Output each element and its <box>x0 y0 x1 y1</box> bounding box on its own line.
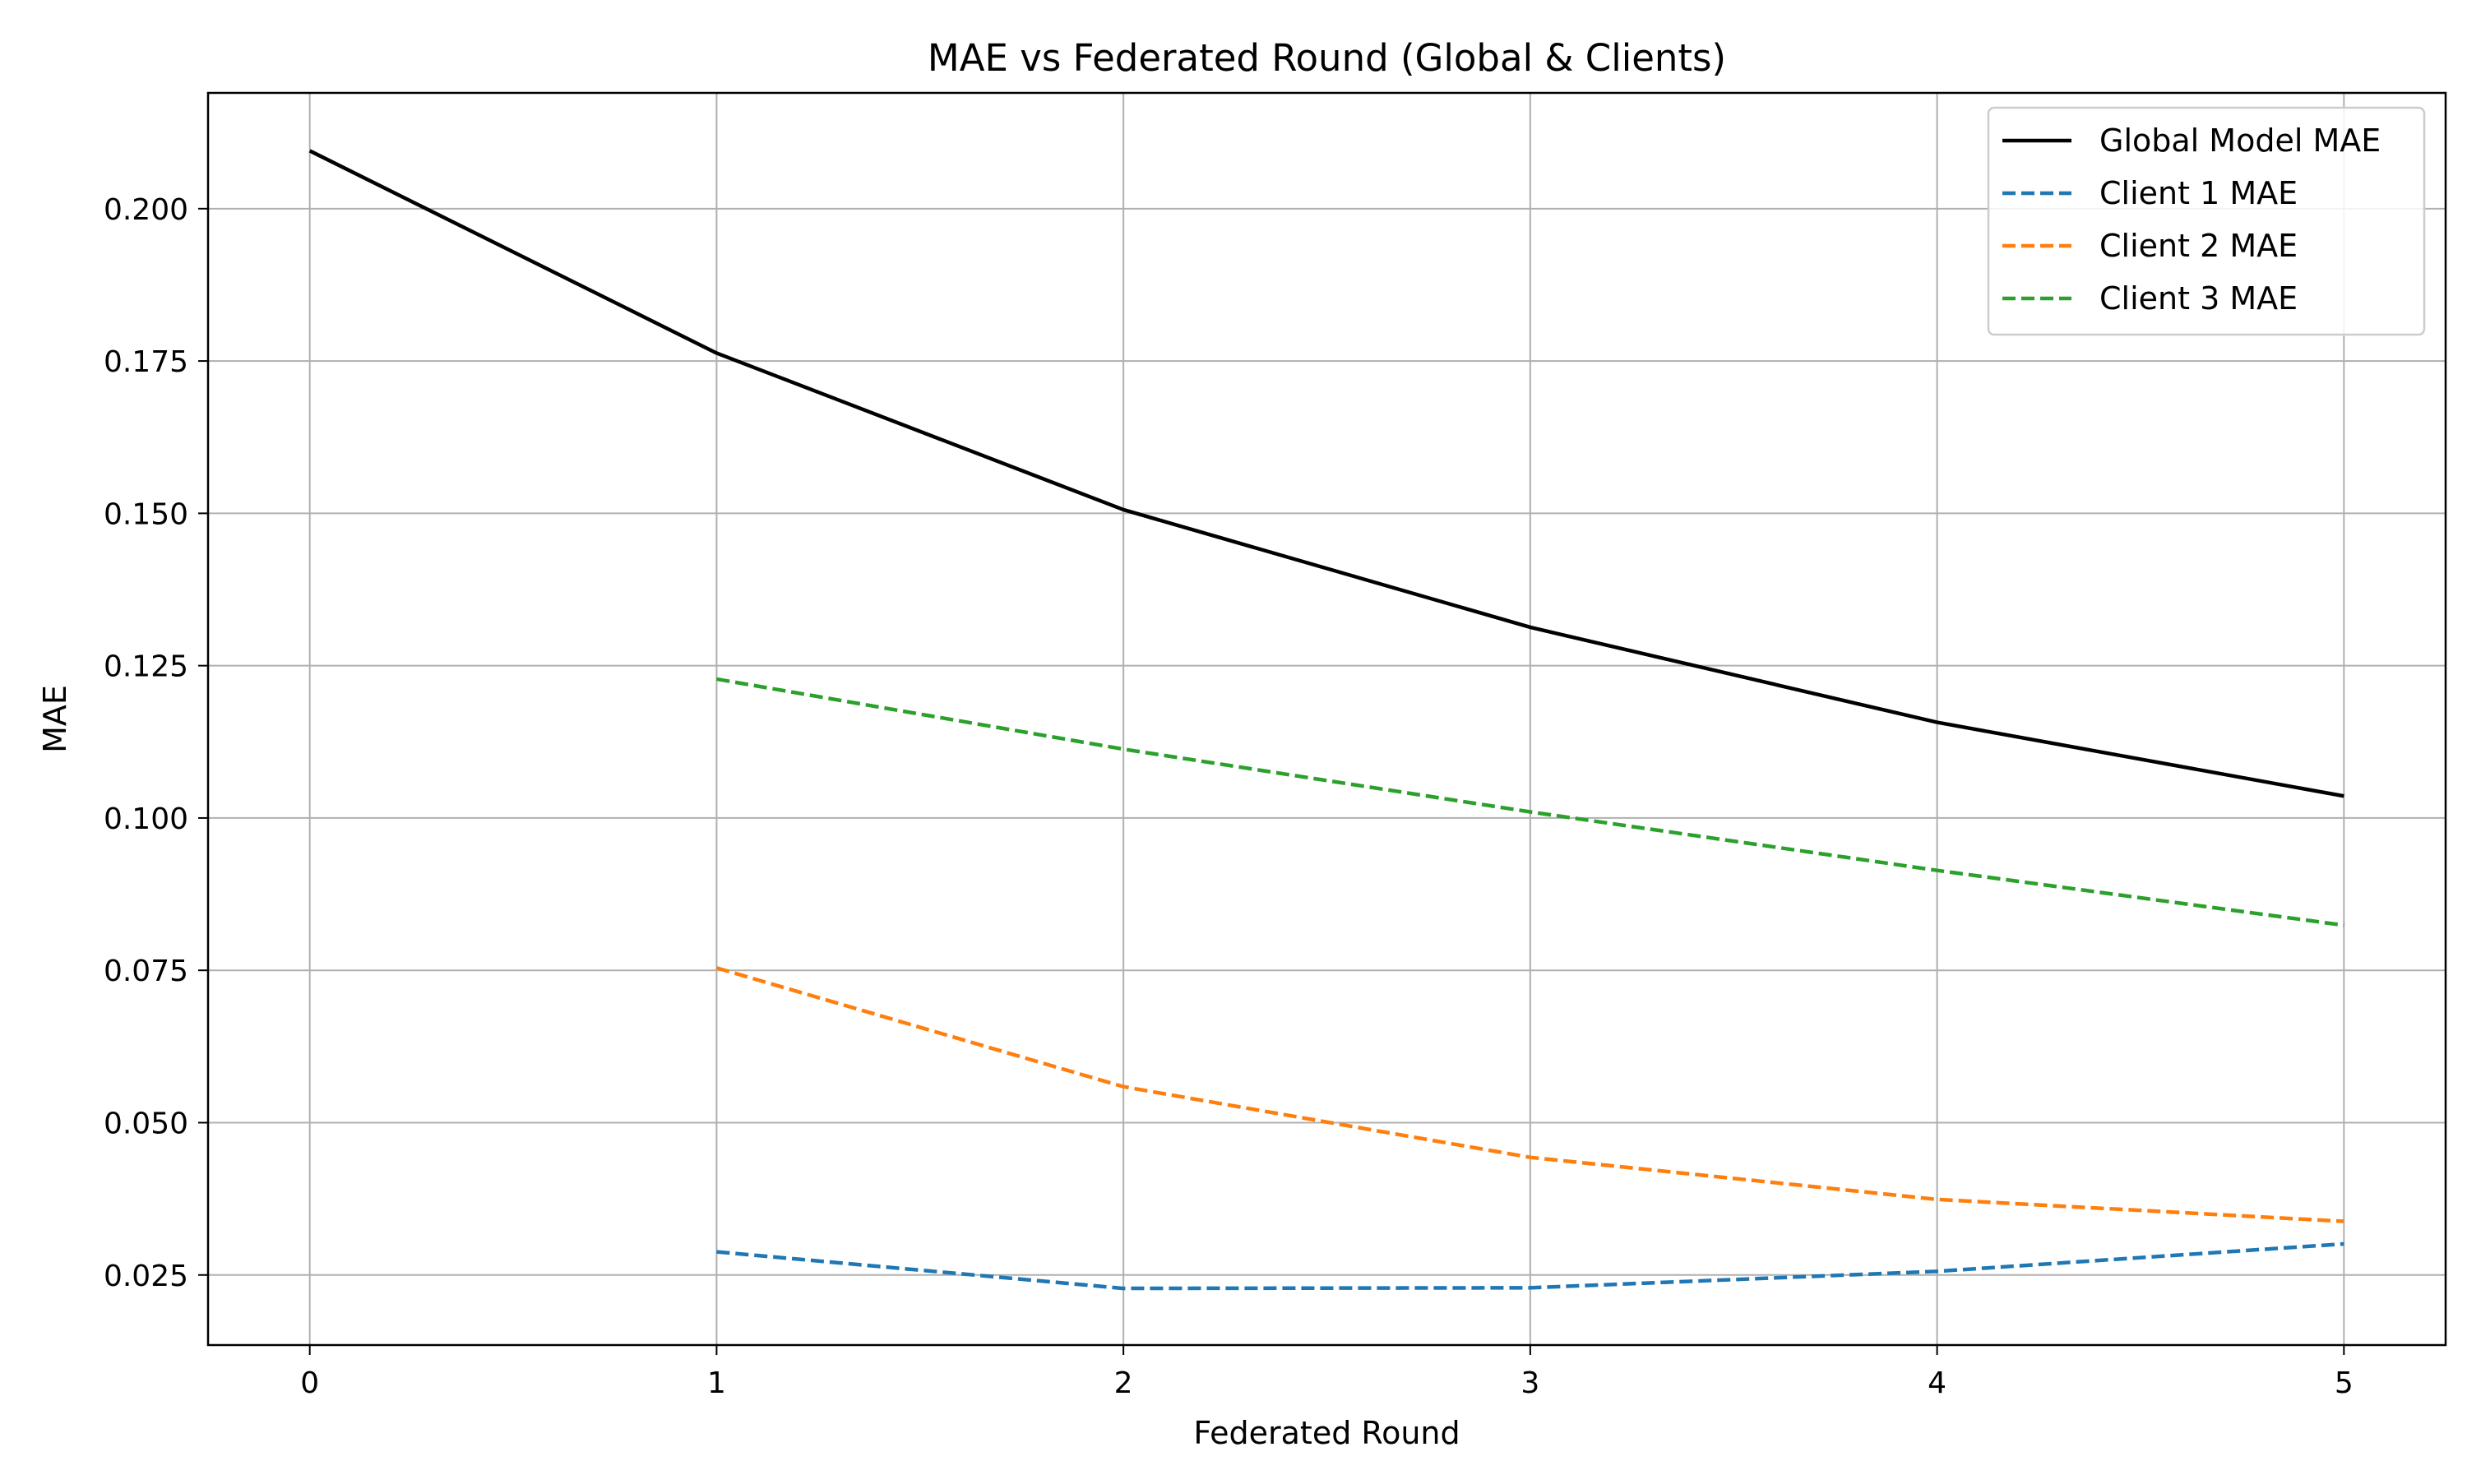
legend: Global Model MAE Client 1 MAE Client 2 MAE… <box>1987 106 2426 336</box>
x-tick-label: 0 <box>300 1366 319 1400</box>
x-tick-label: 5 <box>2335 1366 2354 1400</box>
series-layer <box>308 149 2344 1291</box>
series-line-client-2 <box>715 966 2344 1223</box>
y-tick-label: 0.050 <box>104 1107 188 1140</box>
series-line-global-model <box>308 149 2344 798</box>
y-tick-label: 0.200 <box>104 193 188 227</box>
chart-title: MAE vs Federated Round (Global & Clients… <box>928 36 1726 80</box>
y-tick-label: 0.150 <box>104 497 188 531</box>
x-tick-label: 2 <box>1114 1366 1133 1400</box>
legend-box <box>1987 106 2426 336</box>
y-axis-label: MAE <box>37 685 73 753</box>
y-tick-label: 0.175 <box>104 345 188 379</box>
y-tick-label: 0.100 <box>104 802 188 836</box>
series-line-client-1 <box>716 1241 2344 1291</box>
legend-label: Client 3 MAE <box>2099 280 2298 317</box>
plot-frame <box>206 91 2447 1347</box>
grid-layer <box>208 93 2446 1345</box>
legend-label: Client 1 MAE <box>2099 175 2298 211</box>
x-axis-label: Federated Round <box>1193 1415 1460 1451</box>
legend-label: Client 2 MAE <box>2099 228 2298 264</box>
x-tick-label: 1 <box>707 1366 726 1400</box>
x-tick-label: 3 <box>1520 1366 1539 1400</box>
x-tick-label: 4 <box>1928 1366 1946 1400</box>
y-tick-label: 0.075 <box>104 955 188 988</box>
y-tick-label: 0.125 <box>104 650 188 684</box>
series-line-client-3 <box>716 677 2344 927</box>
y-tick-label: 0.025 <box>104 1260 188 1293</box>
legend-label: Global Model MAE <box>2099 123 2381 159</box>
tick-layer: 0 1 2 3 4 5 0.025 0.050 0.075 0.100 0.125 0.150 0.17… <box>104 193 2354 1400</box>
